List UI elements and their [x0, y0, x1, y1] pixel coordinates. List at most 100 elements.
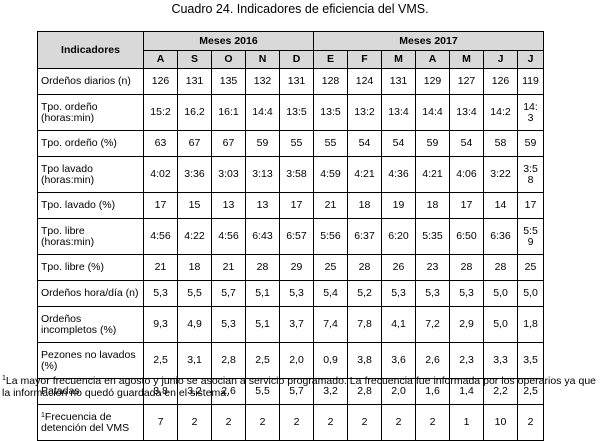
value-cell: 2,9 [449, 306, 484, 343]
row-label-text: Tpo. ordeño (%) [41, 137, 117, 149]
value-cell: 5,0 [517, 280, 544, 307]
value-cell: 6:37 [347, 218, 382, 255]
value-cell: 4:59 [313, 156, 348, 193]
group-header-row: Indicadores Meses 2016 Meses 2017 [37, 31, 544, 69]
row-label: Tpo. lavado (%) [37, 192, 144, 219]
month-header: E [313, 49, 348, 69]
value-cell: 135 [211, 68, 246, 95]
value-cell: 4,1 [381, 306, 416, 343]
value-cell: 2 [517, 404, 544, 441]
row-label: Tpo. ordeño (horas:min) [37, 94, 144, 131]
footnote: 1La mayor frecuencia en agosto y junio s… [2, 375, 596, 399]
value-cell: 3:03 [211, 156, 246, 193]
value-cell: 28 [347, 254, 382, 281]
value-cell: 23 [415, 254, 450, 281]
value-cell: 67 [211, 130, 246, 157]
value-cell: 2,5 [143, 342, 178, 379]
row-label: Ordeños incompletos (%) [37, 306, 144, 343]
value-cell: 1,6 [415, 378, 450, 405]
value-cell: 15 [177, 192, 212, 219]
value-cell: 55 [313, 130, 348, 157]
table-row: Ordeños hora/día (n) 5,3 5,5 5,7 5,1 5,3 5,4 5,… [37, 280, 544, 307]
value-cell: 14:4 [415, 94, 450, 131]
value-cell: 6:50 [449, 218, 484, 255]
value-cell: 2,5 [245, 342, 280, 379]
value-cell: 5,3 [415, 280, 450, 307]
value-cell: 9,3 [143, 306, 178, 343]
value-cell: 25 [313, 254, 348, 281]
month-header-row: A S O N D E F M A M J J [38, 49, 544, 69]
value-cell: 54 [449, 130, 484, 157]
value-cell: 4:06 [449, 156, 484, 193]
month-header: J [483, 49, 518, 69]
table-row: Tpo. libre (horas:min) 4:56 4:22 4:56 6:43 6:… [37, 218, 544, 255]
value-cell: 3,1 [177, 342, 212, 379]
row-label-text: Patadas [41, 385, 80, 397]
row-label-text: Pezones no lavados (%) [41, 348, 136, 372]
value-cell: 3:13 [245, 156, 280, 193]
value-cell: 63 [143, 130, 178, 157]
table-row: Ordeños incompletos (%) 9,3 4,9 5,3 5,1 3,7 7,… [37, 306, 544, 343]
value-cell: 14 [483, 192, 518, 219]
value-cell: 3:22 [483, 156, 518, 193]
footnote-ref-marker: 1 [41, 411, 45, 419]
value-cell: 131 [279, 68, 314, 95]
value-cell: 5,0 [483, 280, 518, 307]
value-cell: 2 [415, 404, 450, 441]
value-cell: 21 [313, 192, 348, 219]
value-cell: 15:2 [143, 94, 178, 131]
value-cell: 17 [143, 192, 178, 219]
month-header: N [245, 49, 280, 69]
footnote-marker: 1 [2, 375, 6, 382]
month-header: M [381, 49, 416, 69]
row-label-text: Tpo. lavado (%) [41, 199, 116, 211]
value-cell: 2 [313, 404, 348, 441]
month-header: A [143, 49, 178, 69]
value-cell: 14: 3 [517, 94, 544, 131]
value-cell: 59 [517, 130, 544, 157]
value-cell: 54 [347, 130, 382, 157]
group-header-2017: Meses 2017 [313, 31, 544, 51]
value-cell: 18 [415, 192, 450, 219]
value-cell: 17 [449, 192, 484, 219]
value-cell: 7,8 [347, 306, 382, 343]
value-cell: 17 [517, 192, 544, 219]
value-cell: 119 [517, 68, 544, 95]
table-row: Tpo. ordeño (%) 63 67 67 59 55 55 54 54 59 54 58 59 [37, 130, 544, 157]
row-label: Patadas [37, 378, 144, 405]
value-cell: 3,3 [483, 342, 518, 379]
value-cell: 7,4 [313, 306, 348, 343]
row-label: Tpo. ordeño (%) [37, 130, 144, 157]
row-label-text: Tpo lavado (horas:min) [41, 162, 95, 186]
value-cell: 132 [245, 68, 280, 95]
value-cell: 4:21 [415, 156, 450, 193]
value-cell: 4:22 [177, 218, 212, 255]
value-cell: 2 [381, 404, 416, 441]
value-cell: 26 [381, 254, 416, 281]
value-cell: 5:5 9 [517, 218, 544, 255]
value-cell: 131 [381, 68, 416, 95]
row-label: Ordeños diarios (n) [37, 68, 144, 95]
row-label: Tpo lavado (horas:min) [37, 156, 144, 193]
value-cell: 10 [483, 404, 518, 441]
value-cell: 2 [245, 404, 280, 441]
value-cell: 1,8 [517, 306, 544, 343]
value-cell: 6:20 [381, 218, 416, 255]
row-label: 1Frecuencia de detención del VMS [37, 404, 144, 441]
table-row: Tpo. lavado (%) 17 15 13 13 17 21 18 19 18 17 14 17 [37, 192, 544, 219]
value-cell: 129 [415, 68, 450, 95]
value-cell: 4,9 [177, 306, 212, 343]
table-row: Tpo lavado (horas:min) 4:02 3:36 3:03 3:13 3:… [37, 156, 544, 193]
row-label: Tpo. libre (%) [37, 254, 144, 281]
efficiency-table: Indicadores Meses 2016 Meses 2017 A S O … [37, 31, 544, 441]
value-cell: 5,3 [211, 306, 246, 343]
value-cell: 2,3 [449, 342, 484, 379]
value-cell: 5,0 [483, 306, 518, 343]
value-cell: 59 [415, 130, 450, 157]
value-cell: 2,6 [415, 342, 450, 379]
month-header: A [415, 49, 450, 69]
value-cell: 16.2 [177, 94, 212, 131]
value-cell: 126 [143, 68, 178, 95]
value-cell: 4:56 [211, 218, 246, 255]
row-label: Tpo. libre (horas:min) [37, 218, 144, 255]
